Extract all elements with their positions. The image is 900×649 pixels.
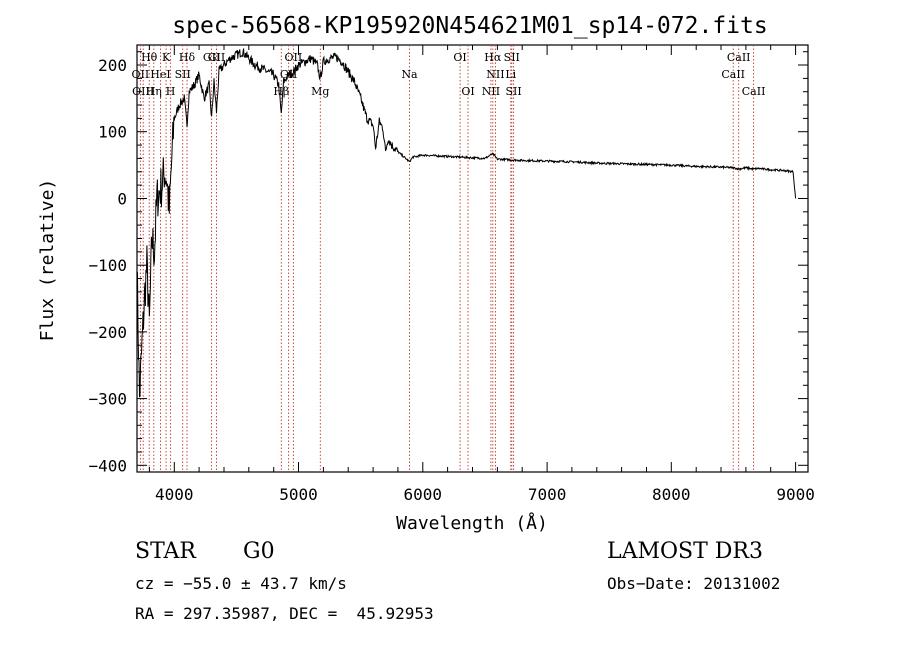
line-label: OII <box>285 51 303 64</box>
line-label: GII <box>203 51 220 64</box>
y-tick-label: 0 <box>117 190 127 209</box>
y-tick-label: −300 <box>88 390 127 409</box>
line-label: Hβ <box>273 85 289 98</box>
plot-frame <box>136 44 809 473</box>
line-label: OII <box>132 68 150 81</box>
observation-date: Obs−Date: 20131002 <box>607 574 781 593</box>
x-tick-label: 7000 <box>528 485 567 504</box>
line-label: Hη <box>146 85 162 98</box>
spectral-subclass: G0 <box>243 539 275 564</box>
x-axis-ticks: 4000 5000 6000 7000 8000 9000 <box>148 45 815 504</box>
redshift-velocity: cz = −55.0 ± 43.7 km/s <box>135 574 347 593</box>
y-tick-label: −200 <box>88 323 127 342</box>
line-label: OI <box>461 85 474 98</box>
spectrum-series-line <box>136 48 797 398</box>
y-axis-label: Flux (relative) <box>37 179 58 342</box>
line-label: Mg <box>311 85 329 98</box>
x-axis-label: Wavelength (Å) <box>396 512 548 534</box>
line-label: NII <box>482 85 500 98</box>
x-tick-label: 8000 <box>652 485 691 504</box>
line-label: HeI <box>150 68 170 81</box>
line-label: OIII <box>132 85 154 98</box>
x-tick-label: 6000 <box>404 485 443 504</box>
emission-line-markers <box>139 45 755 472</box>
line-label: Hδ <box>179 51 196 64</box>
line-label: SII <box>504 51 520 64</box>
survey-name: LAMOST DR3 <box>607 539 763 564</box>
y-axis-ticks: −400 −300 −200 −100 0 100 200 <box>88 51 808 475</box>
line-label: CaII <box>721 68 745 81</box>
line-label: OI <box>453 51 466 64</box>
object-class: STAR <box>135 539 196 564</box>
line-label: H <box>166 85 176 98</box>
y-tick-label: 200 <box>98 56 127 75</box>
line-label: Na <box>401 68 418 81</box>
coordinates: RA = 297.35987, DEC = 45.92953 <box>135 604 434 623</box>
y-tick-label: −400 <box>88 456 127 475</box>
line-label: Li <box>505 68 516 81</box>
x-tick-label: 9000 <box>776 485 815 504</box>
y-tick-label: 100 <box>98 123 127 142</box>
line-label: SII <box>505 85 521 98</box>
line-label: GII <box>208 51 225 64</box>
spectrum-chart: spec-56568-KP195920N454621M01_sp14-072.f… <box>37 13 815 534</box>
x-tick-label: 5000 <box>279 485 318 504</box>
y-tick-label: −100 <box>88 256 127 275</box>
line-label: K <box>162 51 171 64</box>
line-label: Hα <box>484 51 502 64</box>
x-tick-label: 4000 <box>155 485 194 504</box>
line-label: NII <box>486 68 504 81</box>
line-label: SII <box>175 68 191 81</box>
chart-title: spec-56568-KP195920N454621M01_sp14-072.f… <box>172 13 767 39</box>
line-label: Hθ <box>141 51 158 64</box>
line-label: CaII <box>727 51 751 64</box>
line-label: CaII <box>742 85 766 98</box>
